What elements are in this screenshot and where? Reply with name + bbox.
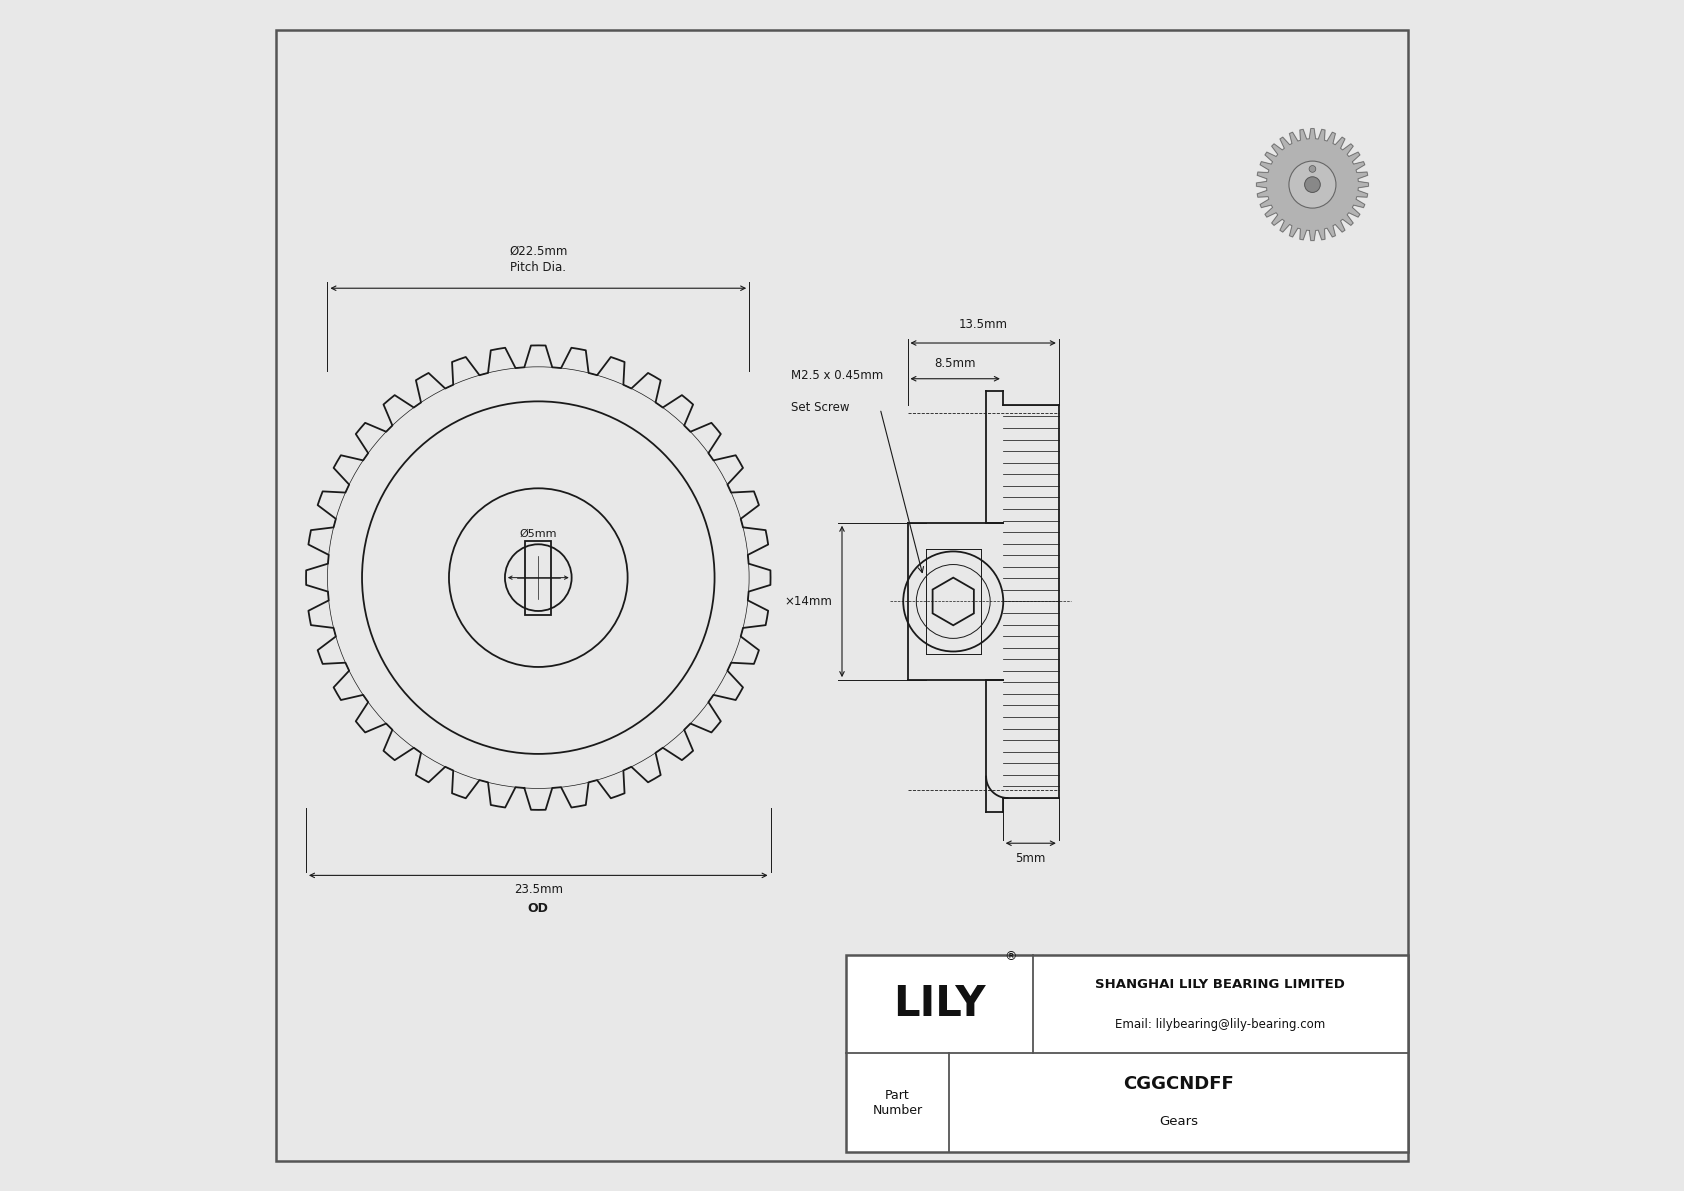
Text: ×14mm: ×14mm — [785, 596, 832, 607]
Text: M2.5 x 0.45mm: M2.5 x 0.45mm — [791, 369, 882, 382]
Text: 23.5mm: 23.5mm — [514, 883, 562, 896]
Text: Ø5mm: Ø5mm — [520, 529, 557, 538]
Text: Set Screw: Set Screw — [791, 401, 849, 414]
Circle shape — [1308, 166, 1315, 173]
Text: 13.5mm: 13.5mm — [958, 318, 1007, 331]
Text: Gears: Gears — [1159, 1115, 1197, 1128]
Bar — [845, 955, 1408, 1152]
Text: Part
Number: Part Number — [872, 1089, 923, 1117]
Text: LILY: LILY — [893, 984, 985, 1025]
Text: CGGCNDFF: CGGCNDFF — [1123, 1074, 1234, 1092]
Text: ®: ® — [1004, 950, 1017, 964]
Text: 5mm: 5mm — [1015, 852, 1046, 865]
Text: Email: lilybearing@lily-bearing.com: Email: lilybearing@lily-bearing.com — [1115, 1018, 1325, 1031]
Text: SHANGHAI LILY BEARING LIMITED: SHANGHAI LILY BEARING LIMITED — [1095, 978, 1346, 991]
Bar — [525, 541, 551, 615]
Text: Ø22.5mm
Pitch Dia.: Ø22.5mm Pitch Dia. — [509, 245, 568, 274]
Text: OD: OD — [527, 902, 549, 915]
Polygon shape — [1256, 129, 1369, 241]
Text: 8.5mm: 8.5mm — [935, 357, 977, 370]
Circle shape — [1288, 161, 1335, 208]
Circle shape — [1305, 176, 1320, 193]
